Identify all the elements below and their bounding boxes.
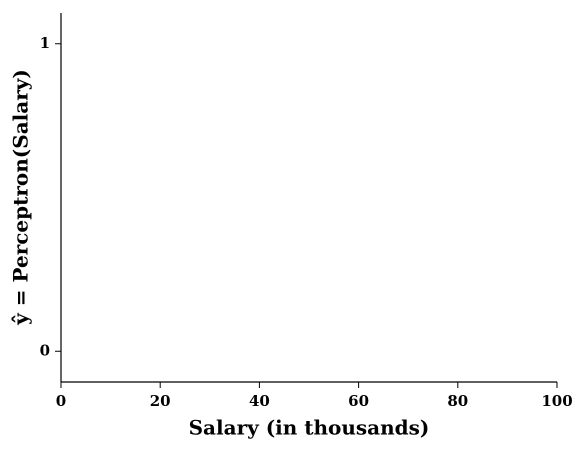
y-tick-label: 1 — [40, 34, 50, 52]
x-tick-label: 40 — [249, 392, 270, 410]
x-tick-label: 100 — [541, 392, 572, 410]
x-tick-label: 20 — [150, 392, 171, 410]
x-tick-label: 80 — [447, 392, 468, 410]
x-axis-label: Salary (in thousands) — [189, 416, 430, 440]
y-axis-label: ŷ = Perceptron(Salary) — [9, 69, 33, 326]
x-tick-label: 0 — [56, 392, 66, 410]
x-tick-label: 60 — [348, 392, 369, 410]
y-tick-label: 0 — [40, 341, 50, 359]
